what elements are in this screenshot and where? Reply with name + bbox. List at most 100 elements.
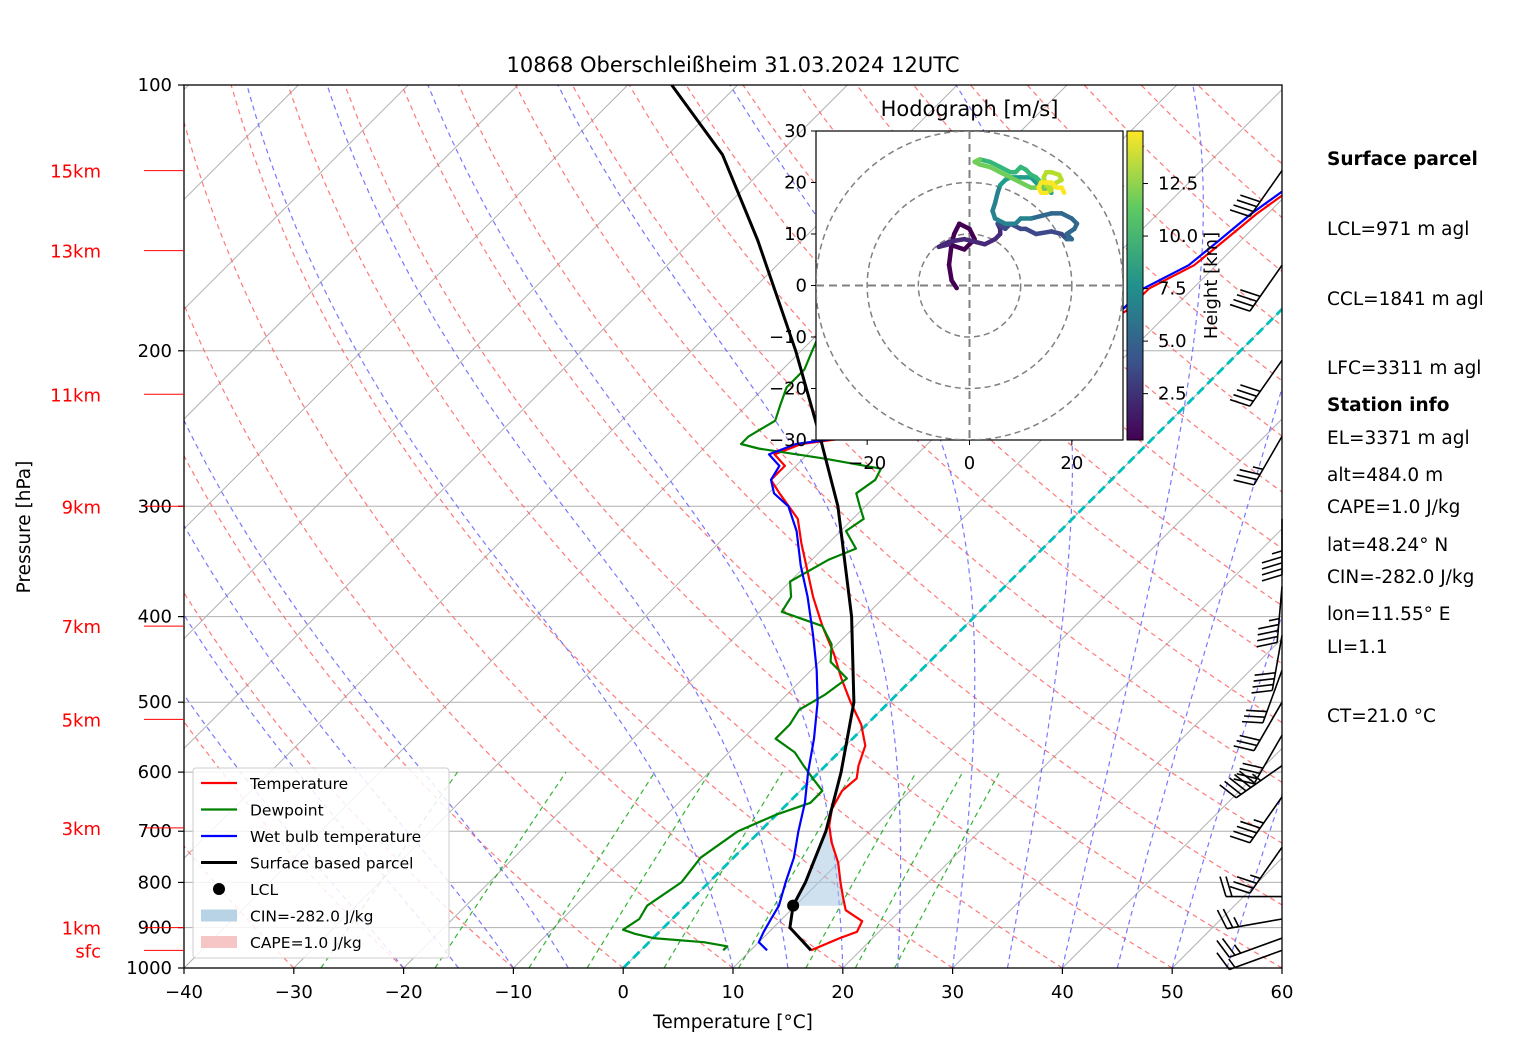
legend-patch xyxy=(201,936,237,948)
cape-value: CAPE=1.0 J/kg xyxy=(1327,497,1461,519)
dry-adiabat xyxy=(184,120,844,968)
hodograph-y-tick-label: −20 xyxy=(769,379,807,400)
isotherm-line xyxy=(184,85,519,420)
station-info-heading: Station info xyxy=(1327,395,1450,417)
dry-adiabat xyxy=(401,85,1282,968)
wind-barb-flag xyxy=(1254,671,1276,676)
hodograph-y-tick-label: 10 xyxy=(784,224,807,245)
wind-barb-flag xyxy=(1253,677,1275,682)
wind-barb xyxy=(1233,701,1283,752)
wind-barb-flag xyxy=(1239,767,1261,775)
wind-barb-flag xyxy=(1233,393,1254,402)
x-tick-label: −40 xyxy=(165,982,203,1003)
moist-adiabat xyxy=(1116,385,1282,968)
wind-barb xyxy=(1256,586,1283,648)
wind-barb-shaft xyxy=(1235,765,1283,799)
dry-adiabat xyxy=(344,85,1173,968)
wind-barb-flag xyxy=(1228,958,1236,968)
wind-barb-flag xyxy=(1252,683,1274,688)
wind-barb xyxy=(1229,359,1283,407)
wind-barb-flag xyxy=(1240,289,1261,298)
x-tick-label: 30 xyxy=(941,982,964,1003)
mixing-ratio-line xyxy=(738,771,854,968)
moist-adiabat xyxy=(326,85,789,968)
wind-barb xyxy=(1261,518,1283,582)
hodograph-segment xyxy=(946,242,954,268)
moist-adiabat xyxy=(184,418,569,968)
hodograph-plot xyxy=(816,131,1123,440)
colorbar-tick-label: 10.0 xyxy=(1158,226,1198,247)
wind-barbs xyxy=(1216,170,1283,971)
wind-barb-shaft xyxy=(1249,170,1283,217)
hodograph-y-tick-label: −30 xyxy=(769,430,807,451)
wind-barb-flag xyxy=(1268,617,1280,622)
height-label: 9km xyxy=(62,497,101,518)
wind-barb-shaft xyxy=(1253,734,1283,785)
surface-parcel-heading: Surface parcel xyxy=(1327,149,1478,171)
dry-adiabat xyxy=(856,85,1282,493)
wind-barb xyxy=(1233,734,1283,785)
y-tick-label: 200 xyxy=(138,341,172,362)
wind-barb-flag xyxy=(1238,770,1257,785)
x-tick-label: −10 xyxy=(494,982,532,1003)
height-label: 7km xyxy=(62,617,101,638)
wind-barb-flag xyxy=(1222,908,1234,929)
wind-barb-flag xyxy=(1261,562,1283,570)
colorbar-tick-label: 2.5 xyxy=(1158,384,1187,405)
wind-barb-flag xyxy=(1233,944,1242,954)
hodograph: Hodograph [m/s] −20 0 20 30 20 10 0 −10 −20 −30 2.5… xyxy=(769,97,1222,474)
height-label: 3km xyxy=(62,819,101,840)
y-axis-label: Pressure [hPa] xyxy=(14,461,35,594)
wind-barb-flag xyxy=(1236,474,1258,481)
height-label: sfc xyxy=(75,941,101,962)
wind-barb-shaft xyxy=(1271,635,1283,691)
wind-barb-flag xyxy=(1219,876,1227,897)
wind-barb-flag xyxy=(1261,556,1283,564)
wind-barb xyxy=(1219,765,1283,799)
wind-barb xyxy=(1229,796,1283,844)
wind-barb-flag xyxy=(1233,298,1254,307)
wind-barb-flag xyxy=(1216,909,1228,930)
wind-barb-flag xyxy=(1233,479,1255,486)
colorbar-tick-label: 7.5 xyxy=(1158,279,1187,300)
hodograph-x-tick-label: 0 xyxy=(964,453,975,474)
wind-barb-shaft xyxy=(1249,796,1283,844)
mixing-ratio-line xyxy=(805,771,917,968)
wind-barb-flag xyxy=(1233,916,1240,927)
x-tick-label: 0 xyxy=(617,982,628,1003)
mixing-ratio-line xyxy=(894,771,1001,968)
wind-barb-flag xyxy=(1240,820,1261,829)
hodograph-segment xyxy=(946,262,954,283)
hodograph-segment xyxy=(1033,229,1054,237)
dry-adiabat xyxy=(184,302,734,968)
wind-barb-flag xyxy=(1241,720,1263,724)
hodograph-y-tick-label: 20 xyxy=(784,173,807,194)
station-altitude: alt=484.0 m xyxy=(1327,465,1444,487)
wind-barb-shaft xyxy=(1249,359,1283,407)
wind-barb-flag xyxy=(1236,739,1258,747)
isotherm-line xyxy=(952,637,1282,968)
x-tick-label: 60 xyxy=(1271,982,1294,1003)
wind-barb-flag xyxy=(1224,780,1242,795)
legend-patch xyxy=(201,909,237,922)
wind-barb xyxy=(1216,949,1283,971)
legend-label: LCL xyxy=(250,881,278,899)
chart-title: 10868 Oberschleißheim 31.03.2024 12UTC xyxy=(507,53,960,77)
wind-barb xyxy=(1229,264,1283,312)
height-label: 5km xyxy=(62,710,101,731)
wind-barb-flag xyxy=(1240,194,1261,203)
wind-barb-flag xyxy=(1229,777,1247,792)
wind-barb-flag xyxy=(1246,709,1267,713)
wind-barb xyxy=(1241,669,1283,724)
x-tick-label: 50 xyxy=(1161,982,1184,1003)
isotherm-line xyxy=(184,85,629,530)
dry-adiabat xyxy=(458,85,1282,906)
colorbar-label: Height [km] xyxy=(1201,232,1222,339)
cin-shading xyxy=(793,831,845,906)
height-label: 13km xyxy=(50,242,101,263)
lfc-value: LFC=3311 m agl xyxy=(1327,358,1482,380)
wind-barb-flag xyxy=(1271,550,1283,555)
station-info-panel: Station info alt=484.0 m lat=48.24° N lo… xyxy=(1327,348,1450,650)
mixing-ratio-line xyxy=(586,771,711,968)
